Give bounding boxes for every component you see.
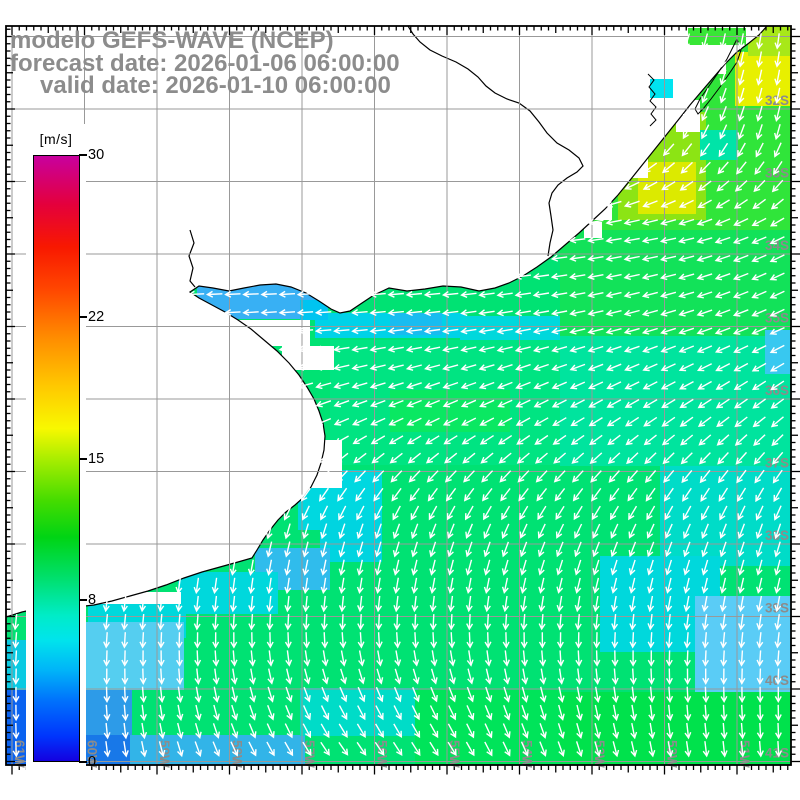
lat-label: 35S [765,311,789,326]
lon-label: 59W [157,740,172,768]
colorbar-tick-value: 8 [88,592,97,609]
lat-label: 36S [765,383,789,398]
forecast-date-label: forecast date: 2026-01-06 06:00:00 [10,50,400,77]
coastline [6,26,768,618]
colorbar-tick [79,457,87,460]
lon-label: 60W [85,740,100,768]
valid-date-label: valid date: 2026-01-10 06:00:00 [40,72,391,99]
colorbar: [m/s] [26,124,86,778]
lat-label: 37S [765,456,789,471]
colorbar-tick-value: 22 [88,308,105,325]
colorbar-tick [79,599,87,602]
lon-label: 51W [737,740,752,768]
colorbar-gradient [33,155,80,762]
colorbar-tick-value: 30 [88,147,105,163]
colorbar-tick [79,315,87,318]
colorbar-tick [79,761,87,763]
colorbar-tick [79,154,87,156]
map-frame [5,25,792,766]
colorbar-tick-value: 0 [88,754,97,770]
wave-direction-arrows [12,33,785,758]
model-title: modelo GEFS-WAVE (NCEP) [10,27,334,54]
colorbar-tick-value: 15 [88,450,105,467]
grid-lines [6,26,791,765]
lat-label: 34S [765,238,789,253]
colorbar-unit-label: [m/s] [39,131,73,147]
